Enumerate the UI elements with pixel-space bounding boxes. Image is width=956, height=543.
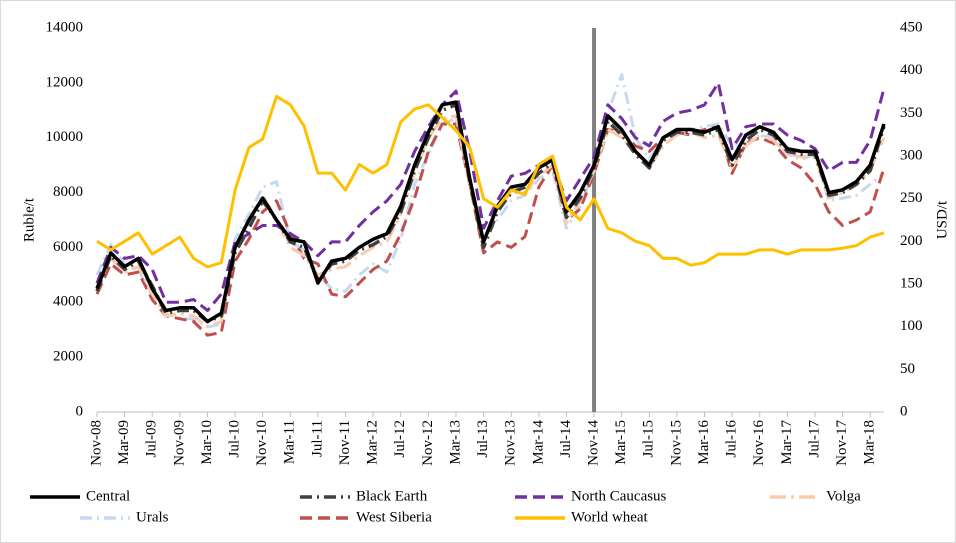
legend-label: Central (86, 488, 130, 504)
y-tick-label: 4000 (53, 294, 83, 310)
y2-tick-label: 200 (900, 233, 923, 249)
x-tick-label: Nov-16 (751, 420, 767, 466)
y2-tick-label: 0 (900, 403, 908, 419)
y2-tick-label: 250 (900, 190, 923, 206)
y-tick-label: 6000 (53, 239, 83, 255)
x-tick-label: Nov-12 (420, 420, 436, 466)
x-tick-label: Jul-15 (641, 420, 657, 458)
y2-tick-label: 350 (900, 105, 923, 121)
y-tick-label: 0 (76, 403, 84, 419)
x-tick-label: Jul-11 (309, 420, 325, 457)
y2-tick-label: 50 (900, 361, 915, 377)
y-tick-label: 12000 (46, 74, 84, 90)
y2-tick-label: 300 (900, 147, 923, 163)
legend-label: Volga (826, 488, 861, 504)
series-line (96, 94, 885, 269)
y2-axis-label: USD/t (934, 200, 950, 239)
y-tick-label: 8000 (53, 184, 83, 200)
x-tick-label: Mar-17 (779, 420, 795, 465)
x-tick-label: Nov-09 (171, 420, 187, 466)
x-tick-label: Nov-08 (88, 420, 104, 466)
y2-tick-label: 450 (900, 19, 923, 35)
x-tick-label: Mar-15 (613, 420, 629, 465)
x-tick-label: Jul-10 (227, 420, 243, 458)
x-tick-label: Mar-14 (530, 420, 546, 465)
x-tick-label: Mar-10 (199, 420, 215, 465)
y2-tick-label: 150 (900, 275, 923, 291)
legend-label: Black Earth (356, 488, 428, 504)
y-tick-label: 14000 (46, 19, 84, 35)
x-tick-label: Mar-11 (282, 420, 298, 464)
legend-label: World wheat (571, 509, 649, 525)
x-tick-label: Jul-13 (475, 420, 491, 458)
legend-label: North Caucasus (571, 488, 667, 504)
x-tick-label: Mar-12 (365, 420, 381, 465)
x-tick-label: Mar-18 (862, 420, 878, 465)
x-tick-label: Nov-13 (503, 420, 519, 466)
x-tick-label: Jul-16 (724, 420, 740, 458)
x-tick-label: Jul-17 (806, 420, 822, 458)
y-tick-label: 2000 (53, 349, 83, 365)
x-tick-label: Nov-11 (337, 420, 353, 465)
x-tick-label: Nov-17 (834, 420, 850, 466)
y2-tick-label: 100 (900, 318, 923, 334)
x-tick-label: Nov-14 (585, 420, 601, 466)
x-tick-label: Jul-09 (144, 420, 160, 458)
x-tick-label: Jul-12 (392, 420, 408, 458)
x-tick-label: Mar-16 (696, 420, 712, 465)
series-line (95, 100, 886, 324)
y-tick-label: 10000 (46, 129, 84, 145)
x-tick-label: Nov-15 (668, 420, 684, 466)
series-line (95, 81, 886, 312)
y-axis-label: Ruble/t (21, 197, 37, 242)
legend-label: West Siberia (356, 509, 432, 525)
x-tick-label: Nov-10 (254, 420, 270, 466)
legend-label: Urals (136, 509, 169, 525)
x-tick-label: Jul-14 (558, 420, 574, 458)
y2-tick-label: 400 (900, 62, 923, 78)
x-tick-label: Mar-13 (447, 420, 463, 465)
x-tick-label: Mar-09 (116, 420, 132, 465)
